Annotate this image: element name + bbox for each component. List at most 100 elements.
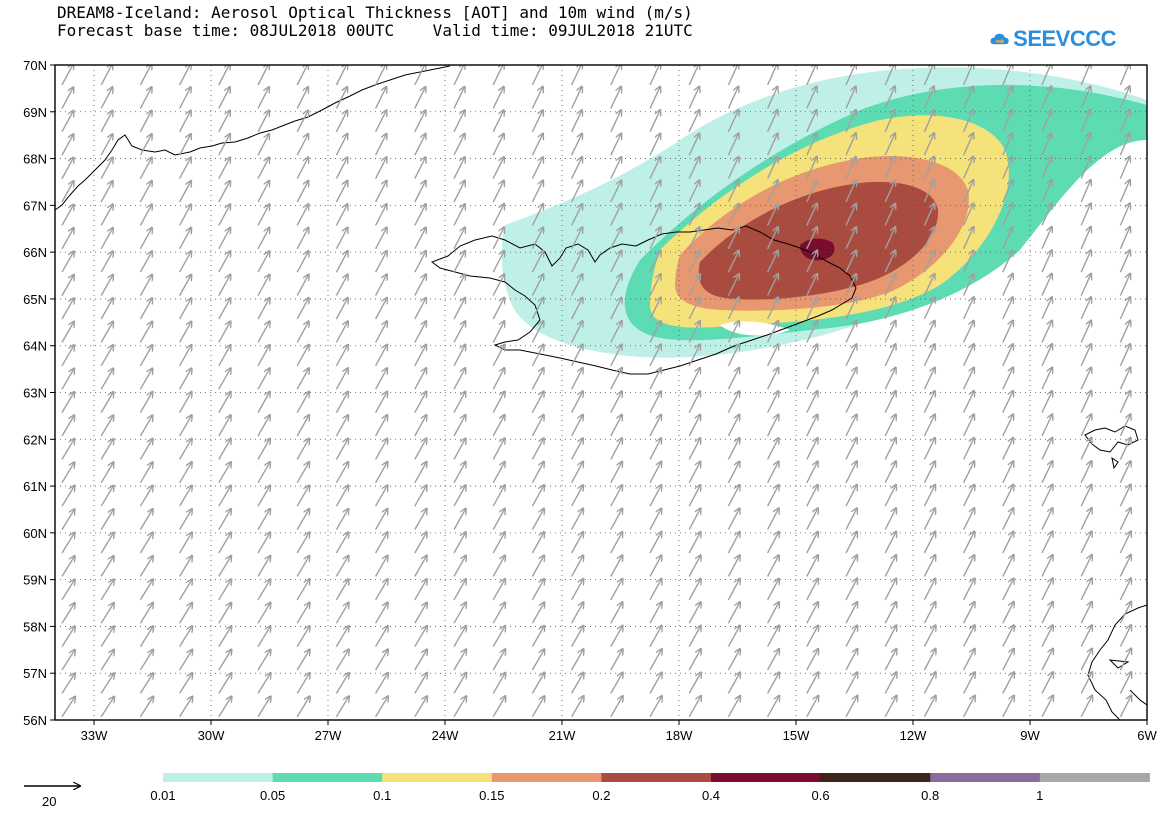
wind-arrow bbox=[414, 649, 427, 671]
wind-arrow bbox=[923, 133, 934, 156]
wind-arrow bbox=[1002, 227, 1013, 250]
wind-arrow bbox=[374, 462, 388, 484]
wind-arrow bbox=[649, 555, 662, 577]
wind-arrow bbox=[1119, 344, 1130, 367]
wind-arrow bbox=[845, 508, 857, 530]
wind-arrow bbox=[845, 274, 856, 296]
wind-arrow bbox=[1080, 86, 1090, 109]
wind-arrow bbox=[649, 134, 660, 156]
wind-arrow bbox=[374, 87, 387, 109]
cloud-logo-icon bbox=[990, 33, 1009, 45]
wind-arrow bbox=[688, 485, 700, 507]
wind-arrow bbox=[884, 110, 895, 133]
wind-arrow bbox=[374, 485, 388, 507]
wind-arrow bbox=[1119, 297, 1130, 320]
wind-arrow bbox=[962, 86, 974, 109]
wind-arrow bbox=[610, 579, 623, 601]
wind-reference: 20 bbox=[24, 786, 80, 809]
wind-arrow bbox=[100, 626, 114, 647]
wind-arrow bbox=[766, 391, 779, 413]
wind-arrow bbox=[962, 461, 975, 484]
wind-arrow bbox=[218, 696, 232, 718]
wind-arrow bbox=[61, 650, 75, 671]
wind-arrow bbox=[257, 462, 270, 484]
wind-arrow bbox=[139, 134, 151, 156]
wind-arrow bbox=[1080, 203, 1091, 226]
wind-arrow bbox=[727, 485, 739, 507]
colorbar-label: 1 bbox=[1036, 788, 1043, 803]
wind-arrow bbox=[570, 298, 583, 320]
wind-arrow bbox=[139, 392, 152, 413]
wind-arrow bbox=[806, 672, 819, 694]
wind-arrow bbox=[179, 603, 193, 624]
wind-arrow bbox=[257, 392, 270, 413]
wind-arrow bbox=[884, 86, 895, 109]
wind-arrow bbox=[727, 696, 740, 718]
wind-arrow bbox=[649, 462, 661, 484]
wind-arrow bbox=[570, 579, 584, 601]
wind-arrow bbox=[257, 650, 271, 671]
wind-arrow bbox=[845, 133, 856, 156]
wind-arrow bbox=[374, 603, 388, 624]
wind-arrow bbox=[414, 602, 427, 624]
wind-arrow bbox=[1041, 649, 1053, 671]
wind-arrow bbox=[884, 368, 895, 390]
wind-arrow bbox=[453, 134, 465, 156]
wind-arrow bbox=[688, 602, 701, 624]
wind-arrow bbox=[179, 532, 192, 554]
colorbar-swatch bbox=[163, 773, 274, 782]
wind-arrow bbox=[1119, 274, 1130, 296]
wind-arrow bbox=[414, 532, 427, 554]
wind-arrow bbox=[923, 321, 934, 343]
wind-arrow bbox=[1002, 344, 1013, 367]
wind-arrow bbox=[374, 649, 388, 671]
wind-arrow bbox=[766, 133, 778, 156]
wind-arrow bbox=[884, 649, 896, 671]
wind-arrow bbox=[1002, 438, 1013, 460]
wind-arrow bbox=[335, 87, 347, 109]
wind-arrow bbox=[492, 673, 505, 694]
wind-arrow bbox=[845, 65, 856, 86]
wind-arrow bbox=[1002, 203, 1013, 226]
wind-arrow bbox=[139, 673, 153, 694]
wind-arrow bbox=[139, 228, 152, 250]
wind-arrow bbox=[296, 157, 308, 179]
wind-arrow bbox=[649, 532, 661, 554]
wind-arrow bbox=[178, 439, 192, 460]
wind-arrow bbox=[61, 111, 73, 133]
wind-arrow bbox=[1119, 695, 1131, 718]
wind-arrow bbox=[845, 602, 857, 624]
wind-arrow bbox=[766, 274, 778, 296]
wind-arrow bbox=[492, 509, 505, 530]
wind-arrow bbox=[923, 391, 934, 413]
wind-arrow bbox=[845, 86, 856, 109]
wind-arrow bbox=[1119, 438, 1130, 460]
wind-arrow bbox=[374, 626, 388, 647]
wind-arrow bbox=[610, 344, 622, 367]
wind-arrow bbox=[218, 368, 231, 390]
wind-arrow bbox=[806, 696, 819, 718]
wind-arrow bbox=[923, 461, 935, 484]
colorbar-label: 0.05 bbox=[260, 788, 285, 803]
wind-arrow bbox=[100, 228, 113, 250]
wind-arrow bbox=[806, 391, 818, 413]
wind-arrow bbox=[218, 275, 231, 296]
wind-arrow bbox=[1119, 227, 1130, 250]
wind-arrow bbox=[688, 672, 701, 694]
wind-arrow bbox=[1041, 133, 1051, 156]
wind-arrow bbox=[61, 298, 74, 320]
wind-arrow bbox=[218, 345, 231, 367]
wind-arrow bbox=[923, 157, 934, 179]
wind-arrow bbox=[335, 134, 347, 156]
wind-arrow bbox=[766, 415, 779, 437]
wind-arrow bbox=[1080, 321, 1091, 343]
wind-arrow bbox=[531, 227, 543, 250]
wind-arrow bbox=[962, 508, 975, 530]
wind-arrow bbox=[923, 508, 935, 530]
wind-arrow bbox=[414, 438, 427, 460]
wind-arrow bbox=[139, 650, 153, 671]
wind-arrow bbox=[531, 181, 543, 203]
wind-arrow bbox=[688, 462, 700, 484]
wind-arrow bbox=[884, 672, 896, 694]
wind-arrow bbox=[884, 438, 896, 460]
